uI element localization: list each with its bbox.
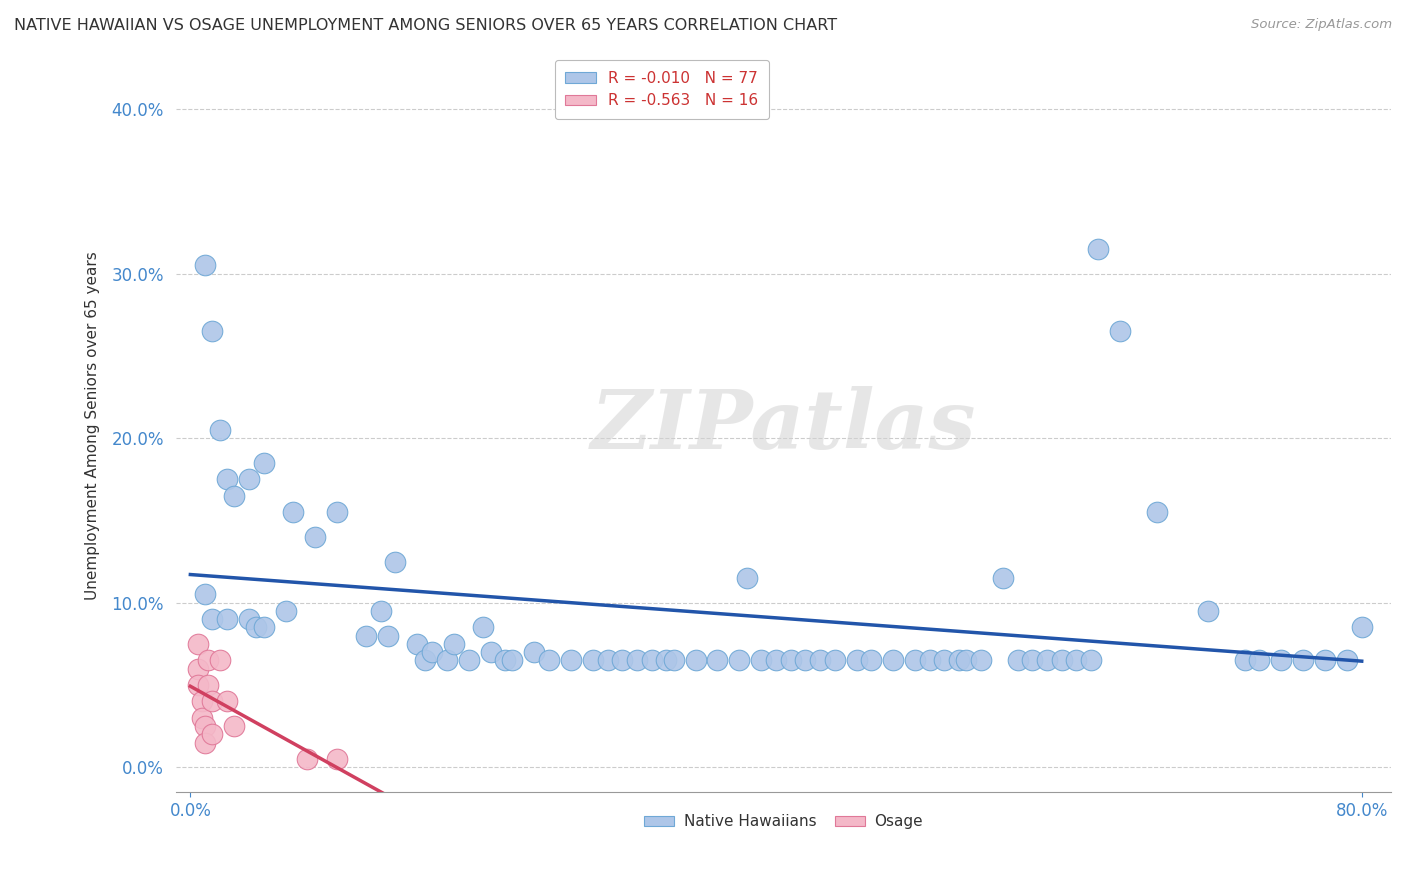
Point <box>197 678 219 692</box>
Point <box>1036 653 1059 667</box>
Point <box>706 653 728 667</box>
Point <box>1197 604 1219 618</box>
Y-axis label: Unemployment Among Seniors over 65 years: Unemployment Among Seniors over 65 years <box>86 252 100 600</box>
Point <box>377 629 399 643</box>
Point <box>1087 242 1109 256</box>
Point <box>281 505 304 519</box>
Point <box>1270 653 1292 667</box>
Point <box>208 423 231 437</box>
Point <box>297 752 319 766</box>
Text: NATIVE HAWAIIAN VS OSAGE UNEMPLOYMENT AMONG SENIORS OVER 65 YEARS CORRELATION CH: NATIVE HAWAIIAN VS OSAGE UNEMPLOYMENT AM… <box>14 18 837 33</box>
Point <box>662 653 685 667</box>
Point <box>384 555 406 569</box>
Point <box>1064 653 1087 667</box>
Point <box>238 472 260 486</box>
Point <box>626 653 648 667</box>
Point <box>612 653 634 667</box>
Point <box>201 612 224 626</box>
Point <box>970 653 993 667</box>
Text: Source: ZipAtlas.com: Source: ZipAtlas.com <box>1251 18 1392 31</box>
Point <box>1249 653 1271 667</box>
Point <box>751 653 773 667</box>
Point <box>1292 653 1315 667</box>
Point <box>479 645 502 659</box>
Point <box>274 604 297 618</box>
Point <box>845 653 868 667</box>
Point <box>1336 653 1358 667</box>
Point <box>808 653 831 667</box>
Point <box>245 620 267 634</box>
Point <box>882 653 904 667</box>
Point <box>523 645 546 659</box>
Point <box>1050 653 1073 667</box>
Point <box>824 653 846 667</box>
Point <box>991 571 1014 585</box>
Point <box>194 719 217 733</box>
Point <box>194 735 217 749</box>
Point <box>1109 324 1132 338</box>
Point <box>201 694 224 708</box>
Point <box>955 653 977 667</box>
Point <box>1007 653 1029 667</box>
Point <box>187 661 209 675</box>
Point <box>304 530 326 544</box>
Point <box>918 653 941 667</box>
Point <box>326 752 349 766</box>
Point <box>640 653 662 667</box>
Point <box>934 653 956 667</box>
Text: ZIPatlas: ZIPatlas <box>591 385 976 466</box>
Point <box>443 637 465 651</box>
Point <box>436 653 458 667</box>
Point <box>252 456 274 470</box>
Point <box>457 653 479 667</box>
Point <box>354 629 377 643</box>
Point <box>224 489 246 503</box>
Point <box>215 694 238 708</box>
Point <box>413 653 436 667</box>
Point <box>1021 653 1043 667</box>
Point <box>472 620 495 634</box>
Point <box>735 571 758 585</box>
Point <box>215 612 238 626</box>
Point <box>187 678 209 692</box>
Point <box>1233 653 1256 667</box>
Point <box>494 653 516 667</box>
Point <box>1146 505 1168 519</box>
Point <box>948 653 970 667</box>
Point <box>538 653 561 667</box>
Point <box>904 653 927 667</box>
Point <box>501 653 523 667</box>
Point <box>215 472 238 486</box>
Point <box>794 653 817 667</box>
Legend: Native Hawaiians, Osage: Native Hawaiians, Osage <box>638 808 929 836</box>
Point <box>1080 653 1102 667</box>
Point <box>201 727 224 741</box>
Point <box>728 653 751 667</box>
Point <box>779 653 801 667</box>
Point <box>252 620 274 634</box>
Point <box>370 604 392 618</box>
Point <box>194 587 217 601</box>
Point <box>201 324 224 338</box>
Point <box>1351 620 1374 634</box>
Point <box>238 612 260 626</box>
Point <box>187 637 209 651</box>
Point <box>860 653 883 667</box>
Point <box>420 645 443 659</box>
Point <box>224 719 246 733</box>
Point <box>560 653 582 667</box>
Point <box>191 711 214 725</box>
Point <box>197 653 219 667</box>
Point <box>191 694 214 708</box>
Point <box>765 653 787 667</box>
Point <box>208 653 231 667</box>
Point <box>655 653 678 667</box>
Point <box>326 505 349 519</box>
Point <box>596 653 619 667</box>
Point <box>1313 653 1336 667</box>
Point <box>194 258 217 272</box>
Point <box>685 653 707 667</box>
Point <box>582 653 605 667</box>
Point <box>406 637 429 651</box>
